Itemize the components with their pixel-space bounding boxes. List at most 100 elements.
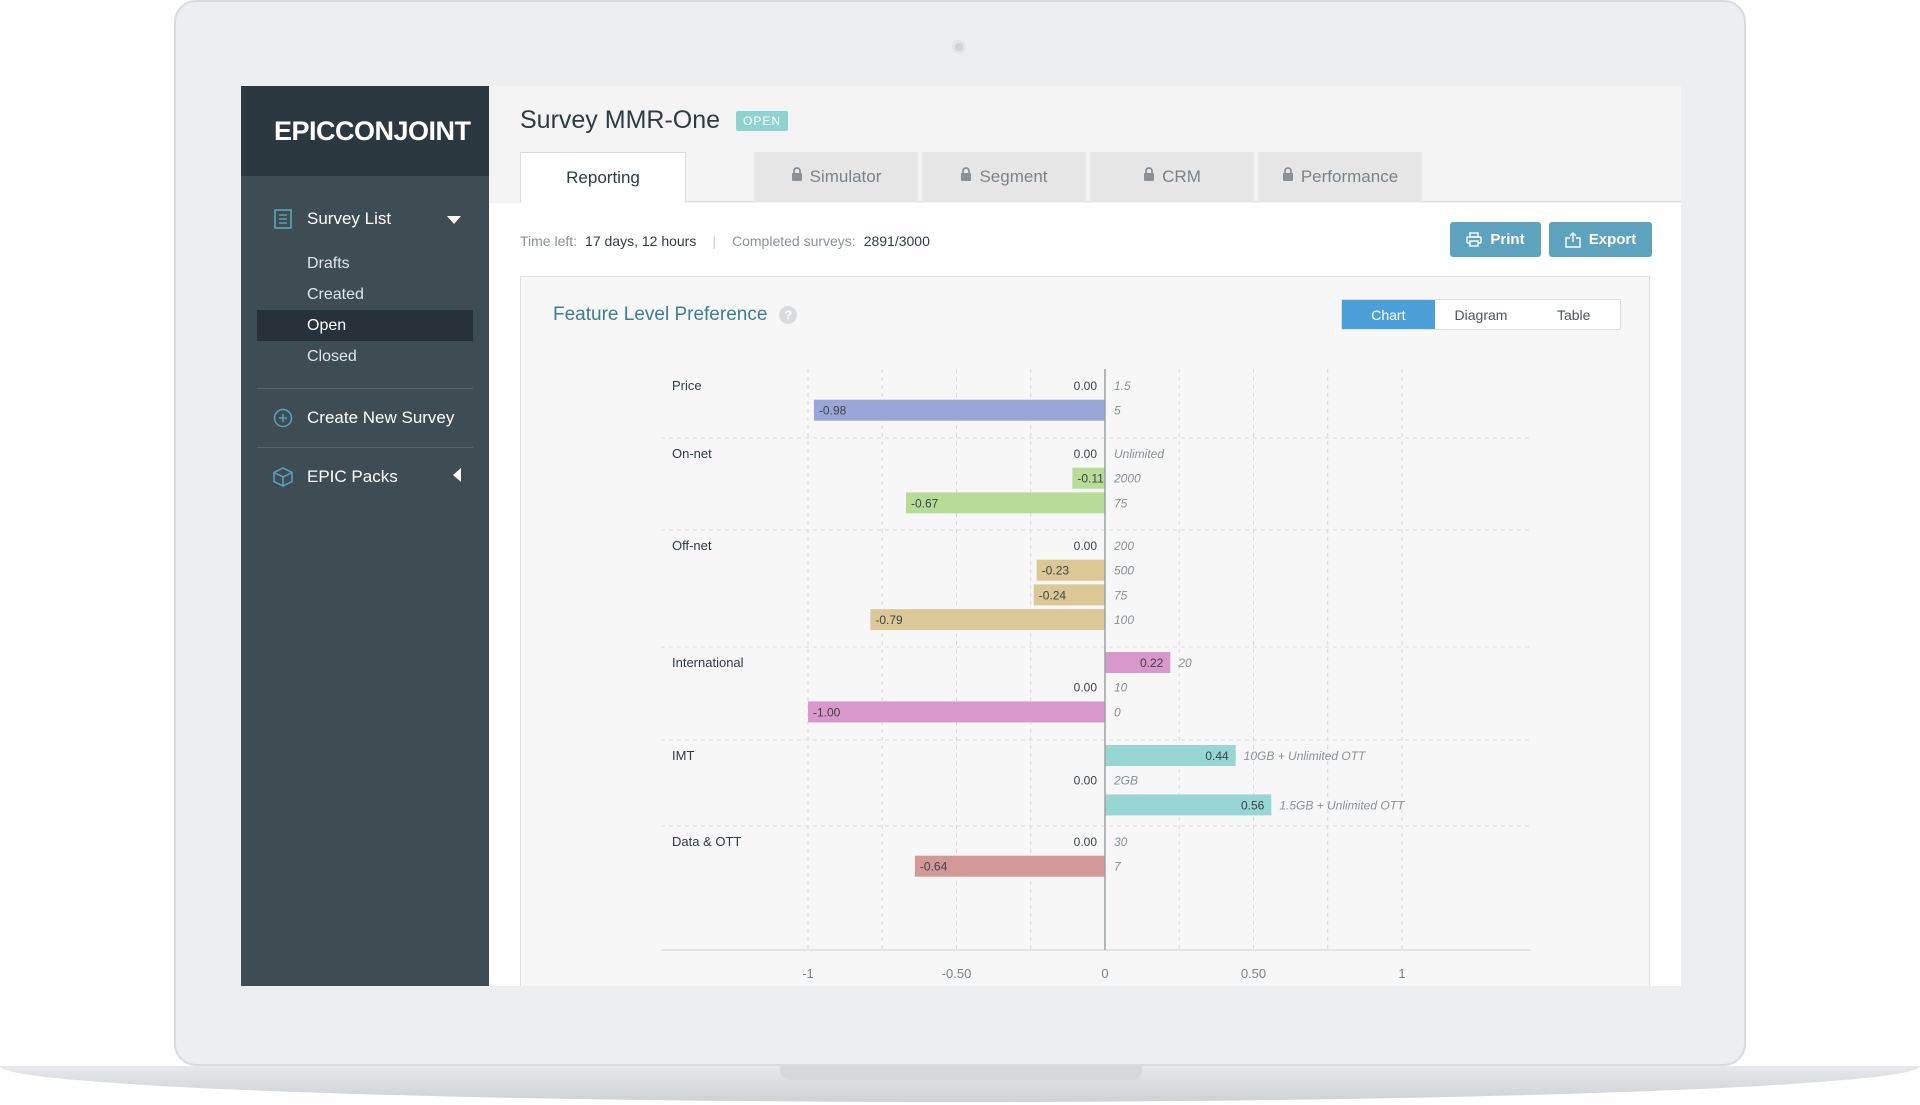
epic-packs-toggle[interactable]: EPIC Packs	[257, 448, 473, 506]
time-left-value: 17 days, 12 hours	[585, 233, 697, 249]
level-label: 500	[1114, 564, 1134, 578]
survey-list-label: Survey List	[307, 209, 392, 228]
level-label: 1.5GB + Unlimited OTT	[1279, 798, 1406, 812]
printer-icon	[1466, 232, 1483, 247]
sidebar-item-created[interactable]: Created	[307, 285, 364, 303]
level-label: 1.5	[1114, 379, 1131, 393]
x-tick-label: -0.50	[942, 966, 972, 981]
export-label: Export	[1588, 231, 1637, 248]
feature-label: On-net	[672, 446, 712, 461]
sidebar-item-closed[interactable]: Closed	[307, 347, 357, 365]
bar-value-label: 0.00	[1074, 774, 1098, 788]
bar-value-label: -0.23	[1042, 564, 1070, 578]
x-tick-label: -1	[802, 966, 814, 981]
bar-imt	[1105, 794, 1272, 816]
bar-value-label: -0.67	[911, 496, 939, 510]
bar-on-net	[906, 492, 1105, 514]
sidebar: EPICCONJOINT Survey List Drafts Created Op…	[241, 86, 489, 986]
print-button[interactable]: Print	[1450, 222, 1541, 257]
view-diagram-button[interactable]: Diagram	[1454, 306, 1508, 323]
bar-international	[1105, 652, 1171, 673]
view-table-button[interactable]: Table	[1556, 306, 1591, 323]
x-tick-label: 1	[1398, 966, 1405, 981]
tab-simulator[interactable]: Simulator	[754, 152, 918, 202]
level-label: 75	[1114, 496, 1128, 510]
preference-chart: -1 -0.50 0 0.50 1 Price 0.00 1.5 -0.98 5 On-net 0.0…	[661, 369, 1531, 981]
divider	[257, 388, 473, 389]
lock-icon	[1143, 167, 1155, 187]
tab-bar: Reporting Simulator Segment CRM Performa…	[520, 152, 1681, 203]
bar-value-label: -0.24	[1039, 588, 1067, 602]
panel-title: Feature Level Preference ?	[553, 304, 798, 326]
export-icon	[1565, 231, 1581, 248]
create-new-survey-button[interactable]: Create New Survey	[257, 389, 473, 447]
bar-value-label: -0.64	[920, 860, 948, 874]
list-icon	[273, 209, 293, 229]
panel-title-text: Feature Level Preference	[553, 304, 768, 325]
bar-value-label: 0.00	[1074, 379, 1098, 393]
feature-label: IMT	[672, 748, 694, 763]
bar-off-net	[1033, 584, 1105, 606]
chevron-left-icon	[453, 467, 461, 487]
tab-label: Reporting	[566, 167, 640, 187]
tab-label: CRM	[1162, 167, 1201, 186]
tab-crm[interactable]: CRM	[1090, 152, 1254, 202]
print-label: Print	[1490, 231, 1525, 248]
main-area: Survey MMR-One OPEN Reporting Simulator …	[489, 86, 1681, 986]
chevron-down-icon	[447, 209, 461, 229]
bar-value-label: 0.22	[1140, 656, 1164, 670]
bar-off-net	[870, 609, 1105, 631]
bar-imt	[1105, 745, 1236, 766]
lock-icon	[960, 167, 972, 187]
level-label: 100	[1114, 613, 1134, 627]
x-tick-label: 0	[1101, 966, 1108, 981]
level-label: 10	[1114, 681, 1128, 695]
feature-label: Off-net	[672, 538, 712, 553]
package-icon	[273, 467, 293, 487]
completed-label: Completed surveys:	[731, 233, 856, 249]
sidebar-item-drafts[interactable]: Drafts	[307, 254, 350, 272]
bar-value-label: 0.00	[1074, 447, 1098, 461]
feature-label: Data & OTT	[672, 834, 741, 849]
page-title: Survey MMR-One	[520, 106, 721, 134]
tab-performance[interactable]: Performance	[1258, 152, 1422, 202]
time-left-label: Time left:	[520, 233, 578, 249]
tab-segment[interactable]: Segment	[922, 152, 1086, 202]
level-label: 10GB + Unlimited OTT	[1244, 749, 1367, 763]
feature-label: International	[672, 655, 744, 670]
bar-value-label: -0.11	[1077, 472, 1104, 486]
level-label: 2000	[1113, 472, 1141, 486]
sidebar-item-open[interactable]: Open	[257, 310, 473, 341]
create-new-survey-label: Create New Survey	[307, 408, 455, 427]
bar-on-net	[1072, 467, 1105, 489]
bar-value-label: -0.79	[875, 613, 903, 627]
bar-data-ott	[914, 855, 1105, 877]
lock-icon	[1282, 167, 1294, 187]
bar-value-label: 0.00	[1074, 681, 1098, 695]
feature-level-preference-panel: Feature Level Preference ? Chart Diagram…	[520, 276, 1650, 986]
tab-label: Segment	[979, 167, 1048, 186]
brand-logo[interactable]: EPICCONJOINT	[241, 86, 489, 176]
view-chart-button[interactable]: Chart	[1342, 300, 1435, 329]
reporting-content: Time left: 17 days, 12 hours | Completed…	[489, 203, 1681, 986]
status-badge: OPEN	[736, 110, 789, 131]
survey-info: Time left: 17 days, 12 hours | Completed…	[520, 233, 930, 249]
bar-value-label: 0.00	[1074, 835, 1098, 849]
bar-value-label: 0.44	[1205, 749, 1229, 763]
tab-label: Performance	[1300, 167, 1399, 186]
view-switcher: Chart Diagram Table	[1341, 299, 1621, 330]
level-label: Unlimited	[1114, 447, 1164, 461]
help-icon[interactable]: ?	[779, 306, 798, 324]
export-button[interactable]: Export	[1549, 222, 1652, 257]
bar-value-label: 0.56	[1241, 798, 1265, 812]
camera	[952, 40, 966, 54]
separator: |	[712, 233, 716, 249]
lock-icon	[791, 167, 803, 187]
survey-list-toggle[interactable]: Survey List	[257, 190, 473, 248]
x-tick-label: 0.50	[1241, 966, 1266, 981]
level-label: 200	[1113, 539, 1134, 553]
tab-label: Simulator	[809, 167, 882, 186]
epic-packs-label: EPIC Packs	[307, 467, 398, 486]
tab-reporting[interactable]: Reporting	[520, 152, 686, 203]
level-label: 5	[1114, 404, 1121, 418]
